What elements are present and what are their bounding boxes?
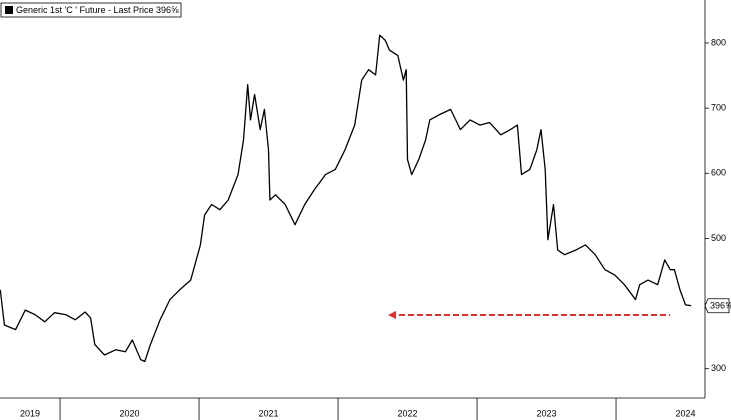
last-price-box bbox=[704, 298, 730, 314]
x-tick-label: 2020 bbox=[120, 408, 140, 418]
annotation-arrowhead bbox=[388, 311, 396, 319]
x-tick-label: 2022 bbox=[398, 408, 418, 418]
x-tick-label: 2021 bbox=[259, 408, 279, 418]
legend-swatch bbox=[5, 6, 13, 14]
y-tick-label: 800 bbox=[711, 37, 726, 47]
x-tick-label: 2023 bbox=[537, 408, 557, 418]
legend-label: Generic 1st 'C ' Future - Last Price 396… bbox=[16, 5, 179, 15]
last-price-label: 396⅝ bbox=[710, 301, 731, 311]
y-tick-label: 500 bbox=[711, 233, 726, 243]
legend-box bbox=[0, 2, 182, 18]
y-tick-label: 600 bbox=[711, 168, 726, 178]
y-tick-label: 700 bbox=[711, 103, 726, 113]
y-tick-label: 300 bbox=[711, 363, 726, 373]
legend: Generic 1st 'C ' Future - Last Price 396… bbox=[0, 2, 182, 18]
x-tick-label: 2019 bbox=[20, 408, 40, 418]
x-tick-label: 2024 bbox=[676, 408, 696, 418]
price-line bbox=[0, 34, 692, 363]
